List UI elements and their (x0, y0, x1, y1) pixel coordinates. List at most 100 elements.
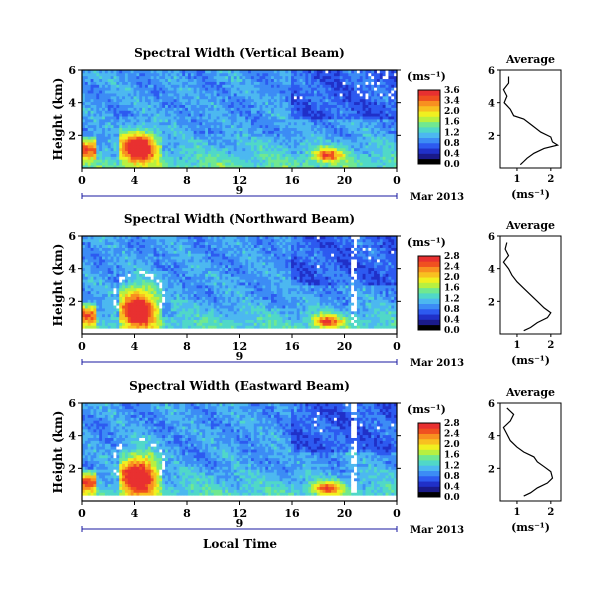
heatmap-cell (133, 127, 137, 131)
heatmap-cell (242, 110, 246, 114)
heatmap-cell (82, 107, 86, 111)
heatmap-cell (173, 139, 177, 143)
heatmap-cell (288, 90, 292, 94)
heatmap-cell (368, 133, 372, 137)
heatmap-cell (82, 153, 86, 157)
heatmap-cell (104, 165, 109, 169)
heatmap-cell (308, 156, 312, 160)
heatmap-cell (368, 81, 372, 85)
heatmap-cell (113, 156, 117, 160)
heatmap-cell (291, 95, 295, 100)
heatmap-cell (394, 127, 398, 131)
heatmap-cell (159, 121, 163, 126)
heatmap-cell (339, 142, 343, 146)
heatmap-cell (127, 250, 132, 254)
heatmap-cell (156, 325, 160, 329)
heatmap-cell (382, 127, 386, 131)
heatmap-cell (110, 287, 114, 292)
heatmap-cell (139, 110, 143, 114)
heatmap-cell (142, 78, 146, 82)
heatmap-cell (202, 130, 206, 134)
heatmap-cell (216, 136, 220, 140)
heatmap-cell (130, 70, 134, 74)
heatmap-cell (376, 136, 381, 140)
heatmap-cell (391, 130, 395, 134)
heatmap-cell (84, 147, 89, 152)
heatmap-cell (365, 95, 369, 100)
heatmap-cell (228, 98, 232, 103)
heatmap-cell (84, 264, 89, 269)
heatmap-cell (116, 308, 120, 312)
heatmap-cell (242, 84, 246, 88)
heatmap-cell (385, 78, 389, 82)
heatmap-cell (142, 313, 146, 318)
heatmap-cell (153, 259, 157, 263)
heatmap-cell (170, 127, 175, 131)
heatmap-cell (102, 319, 106, 323)
heatmap-cell (119, 95, 123, 100)
heatmap-cell (133, 110, 137, 114)
heatmap-cell (328, 81, 332, 85)
heatmap-cell (319, 162, 323, 166)
heatmap-cell (170, 98, 175, 103)
heatmap-cell (345, 81, 349, 85)
heatmap-cell (99, 75, 103, 80)
heatmap-cell (391, 95, 395, 100)
heatmap-cell (233, 84, 238, 88)
heatmap-cell (273, 116, 278, 120)
heatmap-cell (87, 101, 91, 105)
heatmap-cell (202, 127, 206, 131)
heatmap-cell (179, 261, 183, 266)
heatmap-cell (142, 75, 146, 80)
heatmap-cell (145, 316, 149, 320)
heatmap-cell (93, 121, 97, 126)
heatmap-cell (374, 156, 378, 160)
heatmap-cell (205, 139, 209, 143)
heatmap-cell (139, 290, 143, 295)
heatmap-cell (167, 72, 172, 77)
heatmap-cell (359, 162, 364, 166)
heatmap-cell (308, 127, 312, 131)
heatmap-cell (325, 127, 329, 131)
heatmap-cell (248, 90, 252, 94)
heatmap-cell (104, 95, 109, 100)
heatmap-cell (176, 267, 180, 271)
heatmap-cell (113, 84, 117, 88)
heatmap-cell (139, 121, 143, 126)
heatmap-cell (305, 150, 309, 154)
heatmap-cell (331, 136, 335, 140)
heatmap-cell (210, 107, 215, 111)
colorbar-tick-label: 2.0 (444, 107, 460, 117)
heatmap-cell (245, 95, 249, 100)
heatmap-cell (156, 250, 160, 254)
heatmap-cell (362, 93, 366, 97)
heatmap-cell (176, 259, 180, 263)
heatmap-cell (382, 144, 386, 149)
heatmap-cell (124, 267, 129, 271)
heatmap-cell (359, 70, 364, 74)
heatmap-cell (82, 90, 86, 94)
heatmap-cell (110, 290, 114, 295)
heatmap-cell (159, 165, 163, 169)
heatmap-cell (110, 81, 114, 85)
heatmap-cell (302, 127, 306, 131)
heatmap-cell (368, 90, 372, 94)
heatmap-cell (147, 319, 152, 323)
heatmap-cell (250, 144, 255, 149)
heatmap-cell (107, 276, 112, 280)
heatmap-cell (385, 153, 389, 157)
heatmap-cell (133, 165, 137, 169)
heatmap-cell (159, 116, 163, 120)
heatmap-cell (165, 104, 169, 108)
heatmap-cell (205, 113, 209, 117)
heatmap-cell (102, 98, 106, 103)
heatmap-cell (122, 302, 126, 306)
heatmap-cell (322, 136, 326, 140)
heatmap-cell (185, 162, 189, 166)
heatmap-cell (165, 331, 169, 335)
heatmap-cell (391, 75, 395, 80)
heatmap-cell (136, 142, 140, 146)
heatmap-cell (156, 147, 160, 152)
heatmap-cell (113, 162, 117, 166)
